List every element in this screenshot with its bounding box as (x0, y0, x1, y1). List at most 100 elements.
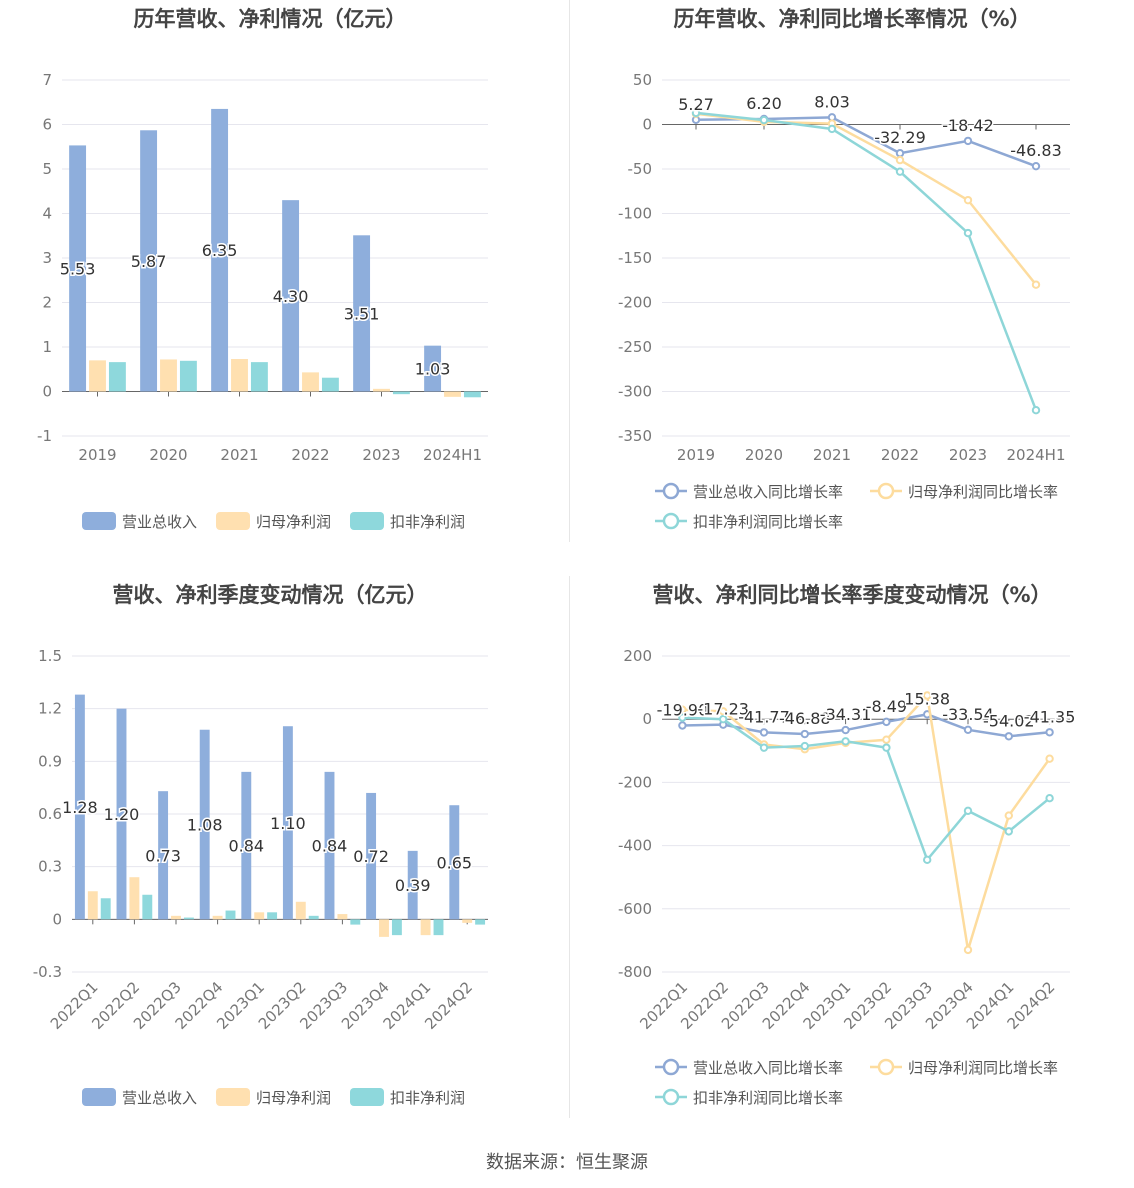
bar-data-label: 1.03 (415, 360, 451, 379)
line-data-label: -34.31 (820, 705, 872, 724)
bar-net-profit (129, 877, 140, 920)
data-point (800, 741, 810, 751)
bar-net-profit (160, 359, 177, 392)
data-point (1045, 728, 1054, 737)
bar-deducted-profit (308, 915, 319, 920)
data-point (1004, 827, 1013, 836)
data-point (963, 195, 973, 205)
y-tick-label: -600 (618, 900, 652, 918)
line-data-label: -46.83 (1010, 141, 1062, 160)
bar-net-profit (231, 359, 248, 392)
x-tick-label: 2020 (149, 446, 187, 464)
line-data-label: -18.42 (942, 116, 994, 135)
bar-data-label: 0.39 (395, 876, 431, 895)
bar-deducted-profit (225, 910, 236, 920)
y-tick-label: -50 (628, 160, 653, 178)
bar-data-label: 1.10 (270, 814, 306, 833)
legend-label: 归母净利润同比增长率 (908, 483, 1058, 501)
chart-panel-quarterly-growth: 营收、净利同比增长率季度变动情况（%） -800 -600 -400 -200 0 200 2… (567, 576, 1134, 1152)
x-tick-label: 2019 (677, 446, 715, 464)
bar-revenue (282, 200, 300, 392)
bar-net-profit (254, 912, 265, 920)
y-tick-label: -250 (618, 338, 652, 356)
legend-swatch (350, 1088, 384, 1106)
bar-data-label: 0.84 (228, 837, 264, 856)
bar-revenue (241, 771, 252, 920)
bar-data-label: 4.30 (273, 287, 309, 306)
y-tick-label: 0.3 (38, 858, 62, 876)
bar-data-label: 0.84 (312, 837, 348, 856)
bar-deducted-profit (350, 919, 361, 925)
series-line-deducted-profit-growth (682, 716, 1051, 863)
chart-panel-annual-growth: 历年营收、净利同比增长率情况（%） -350 -300 -250 -200 -150 -10… (567, 0, 1134, 576)
y-tick-label: 5 (42, 160, 52, 178)
legend-label: 扣非净利润同比增长率 (693, 513, 843, 531)
data-point (827, 124, 837, 134)
x-tick-label: 2022 (881, 446, 919, 464)
data-point (1004, 732, 1013, 741)
legend-marker (877, 482, 895, 500)
chart-title: 营收、净利同比增长率季度变动情况（%） (652, 583, 1051, 607)
bar-revenue (353, 235, 371, 392)
data-point (1031, 405, 1041, 415)
line-data-label: 6.20 (746, 94, 782, 113)
bar-deducted-profit (250, 362, 268, 392)
bar-data-label: 0.72 (353, 847, 389, 866)
y-tick-label: -200 (618, 294, 652, 312)
series-line-deducted-profit-growth (695, 111, 1038, 411)
data-point (963, 136, 973, 146)
data-point (882, 735, 891, 744)
legend-label: 营业总收入 (122, 513, 197, 531)
line-data-label: -32.29 (874, 128, 926, 147)
y-tick-label: 50 (633, 71, 652, 89)
data-point (963, 945, 973, 955)
legend-label: 归母净利润 (256, 513, 331, 531)
bar-revenue (74, 694, 85, 920)
bar-data-label: 3.51 (344, 304, 380, 323)
y-tick-label: 4 (42, 205, 52, 223)
data-source-note: 数据来源：恒生聚源 (486, 1152, 648, 1173)
x-tick-label: 2021 (220, 446, 258, 464)
bar-data-label: 1.20 (104, 805, 140, 824)
bar-deducted-profit (142, 894, 153, 920)
bar-revenue (140, 130, 158, 392)
x-tick-label: 2024H1 (1007, 446, 1066, 464)
line-data-label: -33.54 (942, 705, 994, 724)
legend-label: 营业总收入 (122, 1089, 197, 1107)
line-data-label: -41.77 (738, 707, 790, 726)
bar-revenue (211, 108, 229, 392)
legend-label: 营业总收入同比增长率 (693, 1059, 843, 1077)
bar-data-label: 0.65 (436, 853, 472, 872)
bar-revenue (116, 708, 127, 920)
bar-deducted-profit (183, 917, 194, 920)
y-tick-label: -800 (618, 963, 652, 981)
x-tick-label: 2024H1 (423, 446, 482, 464)
legend-label: 营业总收入同比增长率 (693, 483, 843, 501)
bar-deducted-profit (391, 919, 402, 936)
bar-revenue (366, 792, 377, 920)
legend-label: 扣非净利润 (390, 1089, 465, 1107)
bar-data-label: 5.87 (131, 252, 167, 271)
bar-revenue (199, 729, 210, 920)
bar-net-profit (444, 391, 461, 397)
bar-deducted-profit (433, 919, 444, 936)
bar-net-profit (379, 919, 389, 937)
bar-net-profit (337, 914, 348, 920)
bar-net-profit (87, 891, 98, 920)
bar-revenue (407, 850, 418, 920)
data-point (895, 167, 905, 176)
bar-net-profit (302, 372, 319, 392)
line-data-label: -8.49 (866, 697, 907, 716)
y-tick-label: -150 (618, 249, 652, 267)
y-tick-label: 1.2 (38, 700, 62, 718)
series-line-net-profit-growth (682, 692, 1051, 951)
bar-deducted-profit (321, 377, 339, 392)
y-tick-label: 0 (642, 116, 652, 134)
quarterly-revenue-profit-chart: 营收、净利季度变动情况（亿元）-0.300.30.60.91.21.52022Q… (33, 583, 488, 1107)
y-tick-label: 3 (42, 249, 52, 267)
data-point (963, 228, 973, 238)
legend-label: 归母净利润同比增长率 (908, 1059, 1058, 1077)
y-tick-label: -0.3 (33, 963, 62, 981)
x-tick-label: 2019 (78, 446, 116, 464)
data-point (963, 806, 973, 816)
